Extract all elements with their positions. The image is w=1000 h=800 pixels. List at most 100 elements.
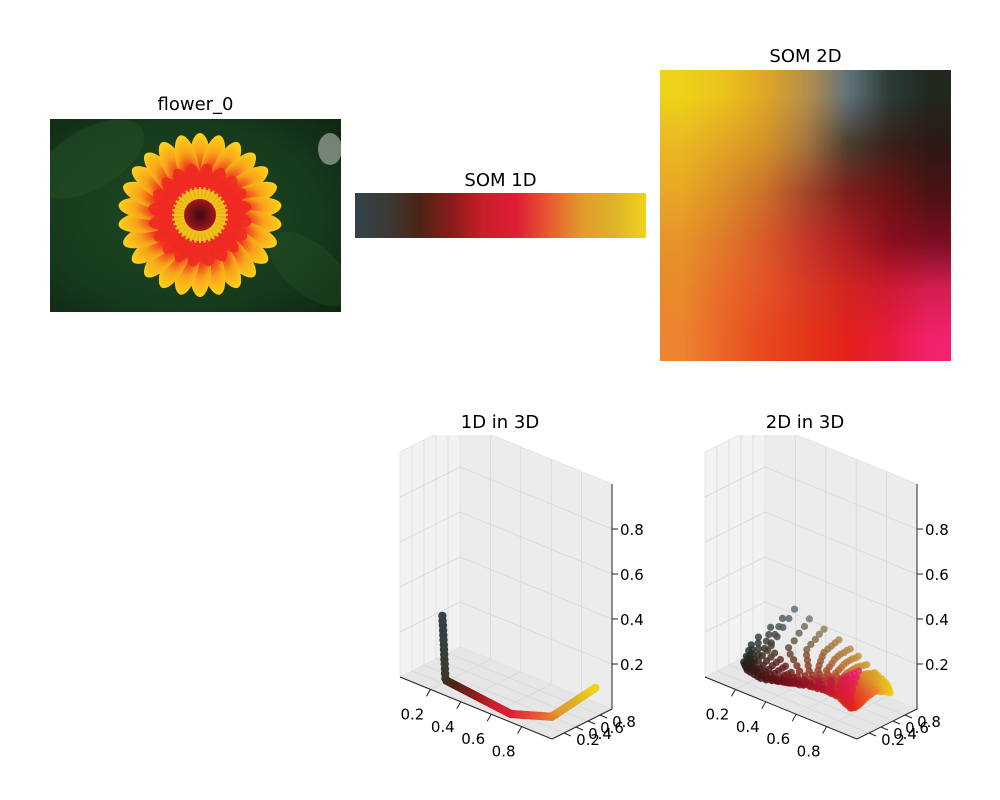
som-2d-node: [761, 644, 769, 653]
som-2d-node: [807, 640, 815, 648]
flower-stamen: [172, 209, 187, 214]
z-tick-label: 0.2: [925, 656, 949, 674]
som-2d-node: [774, 677, 782, 686]
som-2d-node: [805, 615, 813, 623]
som-2d-node: [767, 642, 775, 650]
grid-line: [764, 466, 918, 530]
x-tick-label: 0.2: [400, 705, 424, 723]
grid-line: [764, 601, 918, 665]
grid-line: [459, 466, 613, 530]
som-2d-node: [802, 651, 811, 659]
y-axis-line: [551, 708, 613, 740]
flower-stamen: [181, 192, 192, 205]
z-tick-label: 0.8: [925, 521, 949, 539]
x-tick-label: 0.4: [736, 718, 760, 736]
som-2d-node: [803, 656, 811, 664]
grid-line: [704, 466, 766, 498]
flower-stamen: [212, 204, 227, 212]
flower-stamen: [173, 204, 188, 212]
z-tick-label: 0.4: [620, 611, 644, 629]
flower-stamen: [189, 227, 197, 242]
som-2d-node: [790, 605, 799, 613]
som-2d-node: [754, 633, 763, 641]
y-tick-label: 0.2: [881, 731, 905, 749]
grid-line: [704, 556, 766, 588]
grid-line: [399, 601, 461, 633]
2d-in-3d-title: 2D in 3D: [765, 412, 845, 433]
grid-line: [716, 670, 870, 734]
flower-stamen: [177, 223, 190, 234]
y-tick-label: 0.6: [905, 719, 929, 737]
grid-line: [459, 511, 613, 575]
som-2d-node: [800, 622, 809, 631]
flower-stamen: [206, 190, 215, 204]
som-2d-node: [815, 681, 823, 689]
y-tick: [587, 720, 596, 725]
x-tick-label: 0.8: [797, 743, 821, 761]
y-tick-label: 0.8: [612, 713, 636, 731]
flower-image: [50, 119, 341, 312]
flower-stamen: [203, 227, 211, 242]
y-tick: [563, 732, 572, 737]
flower-stamen: [175, 221, 189, 230]
y-tick-label: 0.2: [576, 731, 600, 749]
y-tick-label: 0.4: [893, 725, 917, 743]
flower-stamen: [175, 200, 189, 209]
flower-stamen: [212, 218, 227, 226]
y-tick: [868, 732, 877, 737]
grid-line: [399, 466, 461, 498]
x-tick-label: 0.6: [766, 730, 790, 748]
y-tick-label: 0.8: [917, 713, 941, 731]
x-tick: [456, 701, 462, 710]
x-axis-line: [399, 676, 553, 740]
som-2d-node: [803, 646, 811, 654]
som-2d-node: [785, 614, 793, 623]
flower-stamen: [173, 218, 188, 226]
x-tick-label: 0.2: [705, 705, 729, 723]
som-2d-node: [795, 629, 803, 637]
flower-stamen: [201, 228, 206, 243]
flower-stamen: [208, 225, 219, 238]
x-tick-label: 0.6: [461, 730, 485, 748]
y-tick-label: 0.6: [600, 719, 624, 737]
z-tick-label: 0.6: [620, 566, 644, 584]
z-tick-label: 0.8: [620, 521, 644, 539]
flower-stamen: [194, 228, 199, 243]
som-2d-title: SOM 2D: [769, 46, 842, 67]
grid-line: [459, 556, 613, 620]
flower-stamen: [172, 216, 187, 221]
flower-stamen: [185, 190, 194, 204]
flower-stamen: [208, 192, 219, 205]
grid-line: [704, 601, 766, 633]
grid-line: [459, 601, 613, 665]
flower-stamen: [194, 187, 199, 202]
som-2d-node: [771, 630, 779, 639]
som-2d-node: [815, 630, 823, 638]
z-tick-label: 0.4: [925, 611, 949, 629]
grid-line: [764, 556, 918, 620]
som-2d-map: [660, 70, 951, 361]
x-tick: [517, 726, 523, 734]
flower-stamen: [210, 196, 223, 207]
grid-line: [399, 511, 461, 543]
som-2d-node: [746, 668, 754, 676]
flower-stamen: [210, 223, 223, 234]
y-tick: [880, 726, 889, 731]
som-2d-node: [820, 625, 828, 633]
som-2d-node: [765, 631, 773, 639]
1d-in-3d-title: 1D in 3D: [460, 412, 540, 433]
x-tick: [425, 689, 431, 697]
som-2d-node: [754, 639, 762, 647]
som-2d-node: [785, 644, 793, 652]
som-2d-node: [796, 667, 804, 675]
flower-stamen: [203, 188, 211, 203]
som-1d-strip: [355, 193, 646, 238]
som-2d-node: [811, 635, 819, 643]
flower-stamen: [211, 200, 225, 209]
2d-in-3d-plot: 0.20.20.20.4 0.40.40.60.60.60.80.80.8: [704, 435, 949, 761]
x-tick: [791, 713, 797, 722]
grid-line: [764, 511, 918, 575]
flower-stamen: [201, 187, 206, 202]
x-tick: [822, 726, 828, 734]
x-tick-label: 0.8: [492, 743, 516, 761]
